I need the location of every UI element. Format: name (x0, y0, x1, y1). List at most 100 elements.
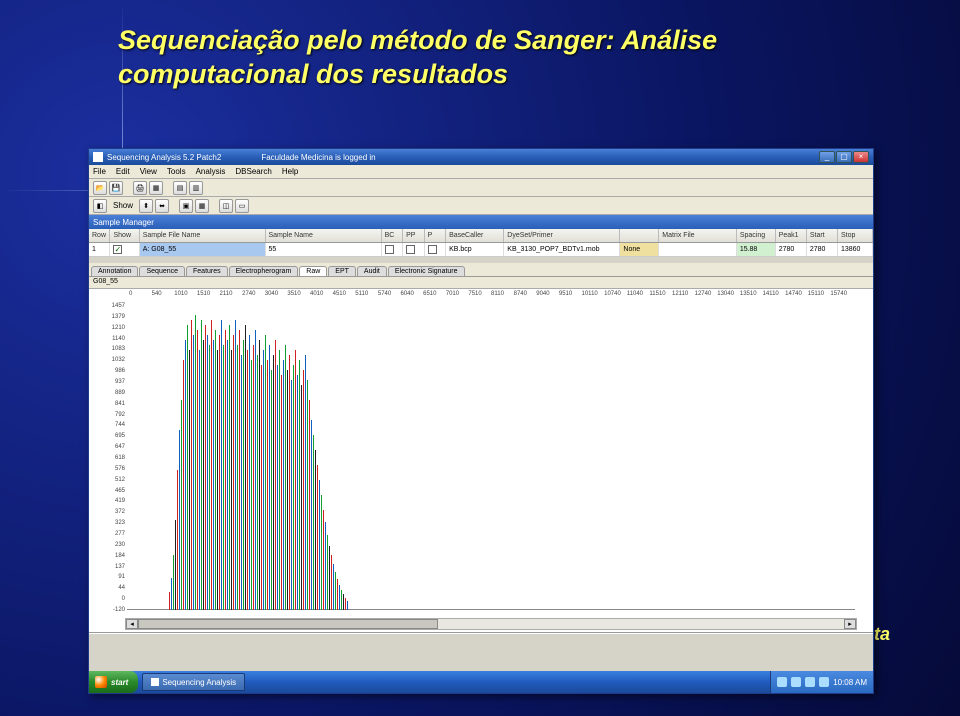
tab-raw[interactable]: Raw (299, 266, 327, 276)
login-status: Faculdade Medicina is logged in (261, 153, 375, 162)
tab-electropherogram[interactable]: Electropherogram (229, 266, 299, 276)
menu-help[interactable]: Help (282, 167, 298, 176)
cell-mob: None (620, 243, 659, 256)
toolbar-1: 📂 💾 🖨 ▦ ▤ ▥ (89, 179, 873, 197)
cell-p[interactable] (425, 243, 446, 256)
menu-view[interactable]: View (140, 167, 157, 176)
taskbar-app-button[interactable]: Sequencing Analysis (142, 673, 245, 691)
app-icon (151, 678, 159, 686)
menu-dbsearch[interactable]: DBSearch (235, 167, 271, 176)
maximize-button[interactable]: ▢ (836, 151, 852, 163)
col-stop[interactable]: Stop (838, 229, 873, 242)
checkbox-icon[interactable] (385, 245, 394, 254)
tab-audit[interactable]: Audit (357, 266, 387, 276)
scroll-thumb[interactable] (138, 619, 438, 629)
app-icon (93, 152, 103, 162)
titlebar[interactable]: Sequencing Analysis 5.2 Patch2 Faculdade… (89, 149, 873, 165)
tool-open-icon[interactable]: 📂 (93, 181, 107, 195)
cell-stop: 13860 (838, 243, 873, 256)
checkbox-icon[interactable] (428, 245, 437, 254)
tab-features[interactable]: Features (186, 266, 228, 276)
tool-save-icon[interactable]: 💾 (109, 181, 123, 195)
tool-icon[interactable]: ▦ (195, 199, 209, 213)
cell-pp[interactable] (403, 243, 424, 256)
toolbar-2: ◧ Show ⬍ ⬌ ▣ ▦ ◫ ▭ (89, 197, 873, 215)
col-pp[interactable]: PP (403, 229, 424, 242)
client-area-gap (89, 633, 873, 671)
tool-icon[interactable]: ▤ (173, 181, 187, 195)
tray-icon[interactable] (805, 677, 815, 687)
tool-icon[interactable]: ⬌ (155, 199, 169, 213)
tray-icon[interactable] (791, 677, 801, 687)
col-row[interactable]: Row (89, 229, 110, 242)
app-window: Sequencing Analysis 5.2 Patch2 Faculdade… (88, 148, 874, 694)
tool-icon[interactable]: ▭ (235, 199, 249, 213)
tab-sequence[interactable]: Sequence (139, 266, 185, 276)
tab-esig[interactable]: Electronic Signature (388, 266, 465, 276)
col-show[interactable]: Show (110, 229, 139, 242)
cell-bc[interactable] (382, 243, 403, 256)
cell-show[interactable] (110, 243, 139, 256)
cell-start: 2780 (807, 243, 838, 256)
close-button[interactable]: × (853, 151, 869, 163)
view-tabs: Annotation Sequence Features Electropher… (89, 263, 873, 277)
taskbar: start Sequencing Analysis 10:08 AM (89, 671, 873, 693)
cell-basecaller: KB.bcp (446, 243, 504, 256)
menu-edit[interactable]: Edit (116, 167, 130, 176)
menu-file[interactable]: File (93, 167, 106, 176)
tool-icon[interactable]: ⬍ (139, 199, 153, 213)
minimize-button[interactable]: _ (819, 151, 835, 163)
table-row[interactable]: 1 A: G08_55 55 KB.bcp KB_3130_POP7_BDTv1… (89, 243, 873, 257)
col-sample-file-name[interactable]: Sample File Name (140, 229, 266, 242)
tool-icon[interactable]: ▥ (189, 181, 203, 195)
col-mob[interactable] (620, 229, 659, 242)
col-p[interactable]: P (425, 229, 446, 242)
cell-sample-file-name[interactable]: A: G08_55 (140, 243, 266, 256)
tool-icon[interactable]: ◫ (219, 199, 233, 213)
start-label: start (111, 678, 128, 687)
cell-peak1: 2780 (776, 243, 807, 256)
sample-manager-header: Sample Manager (89, 215, 873, 229)
col-dyeset[interactable]: DyeSet/Primer (504, 229, 620, 242)
col-start[interactable]: Start (807, 229, 838, 242)
checkbox-icon[interactable] (113, 245, 122, 254)
taskbar-app-label: Sequencing Analysis (162, 678, 236, 687)
raw-plot[interactable]: 0540101015102110274030403510401045105110… (89, 289, 873, 633)
tool-print-icon[interactable]: 🖨 (133, 181, 147, 195)
menubar: File Edit View Tools Analysis DBSearch H… (89, 165, 873, 179)
col-spacing[interactable]: Spacing (737, 229, 776, 242)
menu-tools[interactable]: Tools (167, 167, 186, 176)
scroll-left-icon[interactable]: ◂ (126, 619, 138, 629)
y-axis: 1457137912101140108310329869378898417927… (91, 303, 125, 618)
grid-header: Row Show Sample File Name Sample Name BC… (89, 229, 873, 243)
tool-icon[interactable]: ▦ (149, 181, 163, 195)
tool-icon[interactable]: ▣ (179, 199, 193, 213)
cell-sample-name: 55 (266, 243, 382, 256)
clock[interactable]: 10:08 AM (833, 678, 867, 687)
cell-rownum: 1 (89, 243, 110, 256)
scroll-right-icon[interactable]: ▸ (844, 619, 856, 629)
chromatogram-peaks (169, 310, 349, 610)
horizontal-scrollbar[interactable]: ◂ ▸ (125, 618, 857, 630)
cell-dyeset: KB_3130_POP7_BDTv1.mob (504, 243, 620, 256)
tray-icon[interactable] (777, 677, 787, 687)
col-basecaller[interactable]: BaseCaller (446, 229, 504, 242)
system-tray[interactable]: 10:08 AM (770, 671, 873, 693)
menu-analysis[interactable]: Analysis (196, 167, 226, 176)
tool-icon[interactable]: ◧ (93, 199, 107, 213)
start-button[interactable]: start (89, 671, 138, 693)
window-title: Sequencing Analysis 5.2 Patch2 (107, 153, 221, 162)
col-peak1[interactable]: Peak1 (776, 229, 807, 242)
tab-annotation[interactable]: Annotation (91, 266, 138, 276)
tray-icon[interactable] (819, 677, 829, 687)
sample-label: G08_55 (89, 277, 873, 289)
x-axis: 0540101015102110274030403510401045105110… (129, 291, 853, 301)
show-label: Show (109, 201, 137, 210)
col-matrix[interactable]: Matrix File (659, 229, 737, 242)
tab-ept[interactable]: EPT (328, 266, 356, 276)
col-bc[interactable]: BC (382, 229, 403, 242)
col-sample-name[interactable]: Sample Name (266, 229, 382, 242)
checkbox-icon[interactable] (406, 245, 415, 254)
cell-spacing: 15.88 (737, 243, 776, 256)
cell-matrix (659, 243, 737, 256)
